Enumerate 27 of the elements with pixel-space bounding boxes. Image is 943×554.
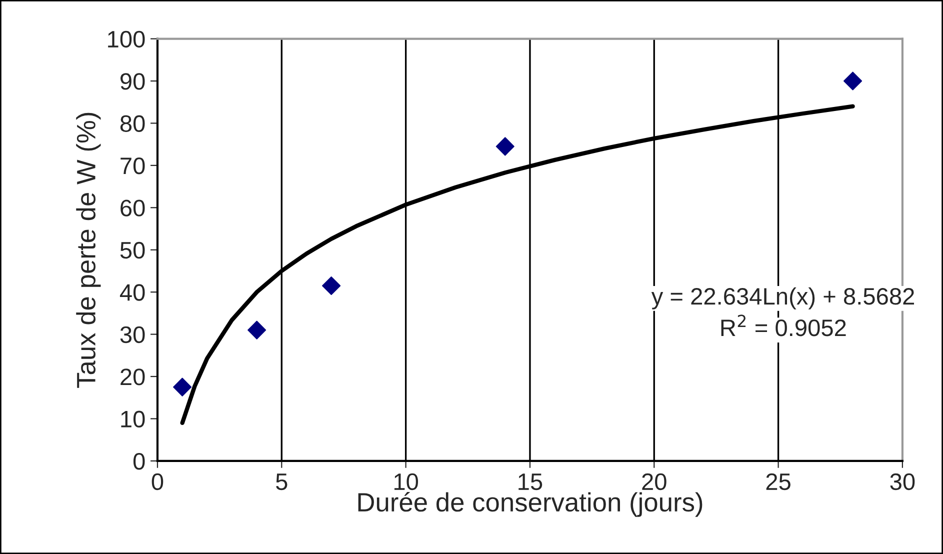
point	[173, 378, 192, 396]
y-tick-label: 60	[120, 200, 145, 216]
annotation: y = 22.634Ln(x) + 8.5682	[651, 287, 914, 310]
point	[322, 276, 341, 296]
x-tick-label: 25	[766, 473, 790, 490]
y-tick-label: 40	[120, 284, 145, 301]
y-tick-label: 20	[120, 368, 145, 386]
x-tick-label: 10	[394, 473, 418, 490]
x-tick-label: 5	[276, 474, 288, 490]
point	[248, 320, 266, 340]
x-tick-label: 0	[152, 473, 164, 490]
annotation: R$^{2}$ = 0.9052	[721, 314, 846, 336]
y-tick-label: 80	[120, 115, 145, 132]
y-tick-label: 10	[121, 410, 145, 428]
y-tick-label: 70	[120, 157, 145, 174]
point	[496, 137, 514, 156]
x-tick-label: 15	[518, 474, 542, 490]
y-tick-label: 90	[120, 73, 145, 90]
y-tick-label: 50	[120, 242, 145, 259]
x-tick-label: 20	[642, 473, 666, 490]
point	[844, 72, 862, 90]
y-tick-label: 100	[108, 30, 145, 48]
x-axis-title: Durée de conservation (jours)	[358, 492, 702, 517]
y-tick-label: 30	[120, 326, 145, 344]
x-tick-label: 30	[890, 473, 915, 490]
y-tick-label: 0	[133, 452, 145, 470]
y-axis-title: Taux de perte de W (%)	[76, 112, 101, 388]
